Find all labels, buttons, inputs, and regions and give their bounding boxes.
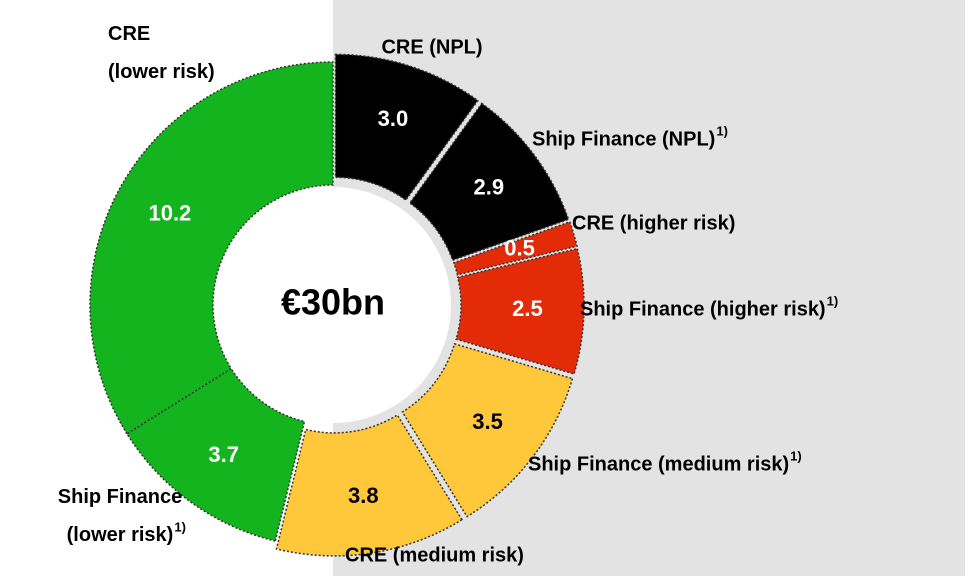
donut-segment xyxy=(334,53,479,202)
category-label: CRE (NPL) xyxy=(381,36,482,58)
footnote-mark: 1) xyxy=(716,123,728,138)
donut-segment xyxy=(401,342,574,518)
label-line: (lower risk) xyxy=(108,61,215,83)
value-label: 3.8 xyxy=(348,483,379,508)
value-label: 2.5 xyxy=(512,296,543,321)
donut-segment xyxy=(275,413,463,557)
category-label: Ship Finance (higher risk) xyxy=(580,298,826,320)
donut-segment xyxy=(455,247,585,375)
category-label: CRE (medium risk) xyxy=(345,544,524,566)
value-label: 3.5 xyxy=(472,409,503,434)
donut-segment xyxy=(452,220,578,276)
value-label: 3.0 xyxy=(378,106,409,131)
footnote-mark: 1) xyxy=(827,293,839,308)
donut-segment xyxy=(89,61,334,435)
donut-hole xyxy=(215,187,451,423)
donut-segment xyxy=(408,102,570,262)
category-label: Ship Finance (NPL) xyxy=(532,128,715,150)
category-label: Ship Finance (medium risk) xyxy=(528,453,789,475)
center-label: €30bn xyxy=(281,282,385,323)
footnote-mark: 1) xyxy=(174,519,186,534)
label-line: CRE xyxy=(108,23,150,45)
category-label: Ship Finance (lower risk) xyxy=(58,486,182,546)
value-label: 0.5 xyxy=(504,236,535,261)
category-label: CRE (lower risk) xyxy=(108,23,215,83)
value-label: 3.7 xyxy=(208,442,239,467)
label-line: (lower risk) xyxy=(67,524,174,546)
value-label: 10.2 xyxy=(148,200,191,225)
donut-segment xyxy=(125,367,306,542)
footnote-mark: 1) xyxy=(790,448,802,463)
value-label: 2.9 xyxy=(473,174,504,199)
category-label: CRE (higher risk) xyxy=(572,212,735,234)
label-line: Ship Finance xyxy=(58,486,182,508)
